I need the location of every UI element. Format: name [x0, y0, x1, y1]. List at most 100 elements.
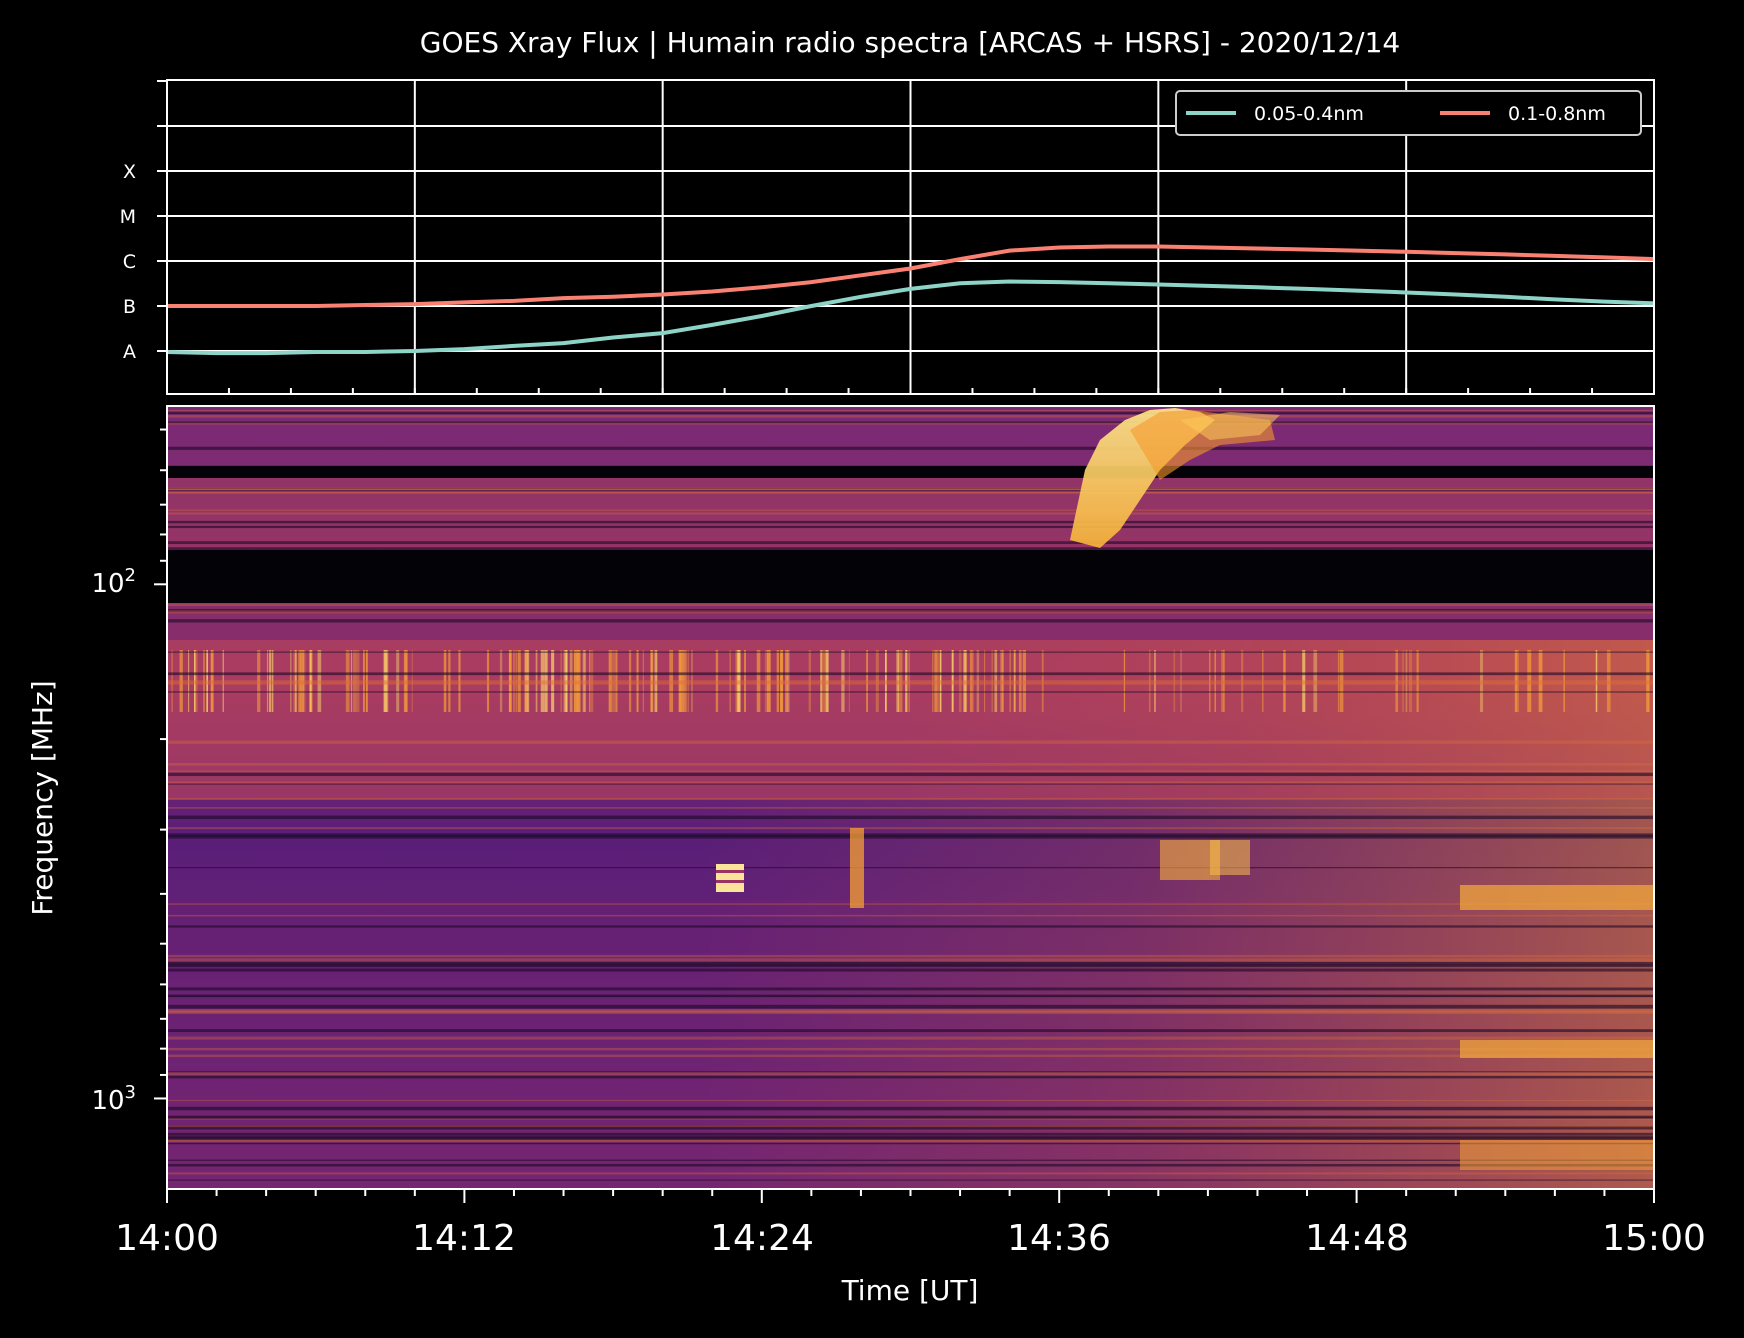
spectral-line: [167, 1159, 1654, 1161]
rfi-strip: [573, 650, 578, 712]
rfi-strip: [1001, 650, 1004, 712]
rfi-strip: [776, 650, 780, 712]
rfi-strip: [350, 650, 353, 712]
xray-grid: [167, 80, 1654, 394]
rfi-strip: [535, 650, 538, 712]
spectral-line: [167, 1054, 1654, 1058]
rfi-strip: [729, 650, 731, 712]
rfi-strip: [1405, 650, 1408, 712]
rfi-strip: [179, 650, 183, 712]
rfi-strip: [210, 650, 214, 712]
rfi-strip: [958, 650, 962, 712]
spectral-line: [167, 827, 1654, 830]
rfi-strip: [363, 650, 365, 712]
spectral-line: [167, 672, 1654, 676]
rfi-strip: [994, 650, 998, 712]
rfi-strip: [963, 650, 967, 712]
rfi-strip: [499, 650, 503, 712]
rfi-strip: [565, 650, 568, 712]
series-line-0.1-0.8nm: [167, 244, 1654, 308]
spectral-line: [167, 1004, 1654, 1008]
rfi-strip: [898, 650, 903, 712]
spectral-lines: [167, 409, 1654, 1181]
spectral-line: [167, 914, 1654, 917]
rfi-strip: [1000, 650, 1003, 712]
rfi-strip: [1214, 650, 1216, 712]
spectral-line: [167, 680, 1654, 684]
spectral-line: [167, 1125, 1654, 1128]
rfi-strip: [517, 650, 521, 712]
spectral-line: [167, 807, 1654, 809]
rfi-strip: [551, 650, 555, 712]
rfi-strip: [1209, 650, 1211, 712]
rfi-strip: [1223, 650, 1225, 712]
spectral-line: [167, 1011, 1654, 1015]
spectral-line: [167, 651, 1654, 653]
spectral-line: [167, 415, 1654, 418]
rfi-strip: [353, 650, 357, 712]
rfi-strip: [303, 650, 306, 712]
rfi-strip: [545, 650, 548, 712]
spectral-line: [167, 772, 1654, 777]
spectral-line: [167, 815, 1654, 820]
rfi-strips: [171, 650, 1650, 712]
rfi-strip: [582, 650, 586, 712]
spectral-line: [167, 968, 1654, 972]
spectral-line: [167, 446, 1654, 450]
rfi-strip: [820, 650, 823, 712]
rfi-strip: [1527, 650, 1532, 712]
spectral-line: [167, 490, 1654, 492]
spectral-line: [167, 987, 1654, 991]
rfi-strip: [905, 650, 908, 712]
spectral-line: [167, 1139, 1654, 1143]
spectral-line: [167, 763, 1654, 766]
rfi-strip: [195, 650, 198, 712]
rfi-strip: [984, 650, 986, 712]
x-tick-label: 15:00: [1602, 1218, 1706, 1259]
rfi-strip: [515, 650, 518, 712]
spectral-line: [167, 925, 1654, 928]
rfi-strip: [1395, 650, 1398, 712]
spectral-line: [167, 691, 1654, 693]
rfi-strip: [780, 650, 783, 712]
rfi-strip: [1408, 650, 1413, 712]
spectral-line: [167, 490, 1654, 494]
rfi-strip: [540, 650, 545, 712]
spectral-line: [167, 488, 1654, 490]
rfi-strip: [366, 650, 368, 712]
rfi-strip: [636, 650, 639, 712]
rfi-strip: [365, 650, 367, 712]
rfi-strip: [458, 650, 461, 712]
rfi-strip: [203, 650, 205, 712]
rfi-strip: [970, 650, 972, 712]
rfi-strip: [785, 650, 788, 712]
rfi-strip: [1416, 650, 1419, 712]
rfi-strip: [737, 650, 741, 712]
rfi-strip: [1241, 650, 1244, 712]
y-class-label: C: [123, 251, 136, 273]
legend-label-0.1-0.8nm: 0.1-0.8nm: [1508, 103, 1606, 125]
rfi-strip: [309, 650, 312, 712]
spectral-line: [167, 512, 1654, 515]
rfi-strip: [448, 650, 451, 712]
rfi-strip: [991, 650, 993, 712]
rfi-strip: [628, 650, 632, 712]
spectral-line: [167, 1142, 1654, 1145]
rfi-strip: [875, 650, 879, 712]
spectral-line: [167, 1010, 1654, 1013]
rfi-strip: [1022, 650, 1026, 712]
spectral-line: [167, 833, 1654, 837]
rfi-strip: [680, 650, 684, 712]
rfi-strip: [650, 650, 654, 712]
rfi-strip: [383, 650, 388, 712]
rfi-strip: [299, 650, 304, 712]
spectral-line: [167, 1163, 1654, 1167]
rfi-strip: [823, 650, 825, 712]
rfi-strip: [885, 650, 887, 712]
rfi-strip: [897, 650, 899, 712]
spectral-line: [167, 1076, 1654, 1079]
rfi-strip: [512, 650, 516, 712]
rfi-strip: [969, 650, 974, 712]
rfi-strip: [508, 650, 511, 712]
rfi-strip: [608, 650, 612, 712]
